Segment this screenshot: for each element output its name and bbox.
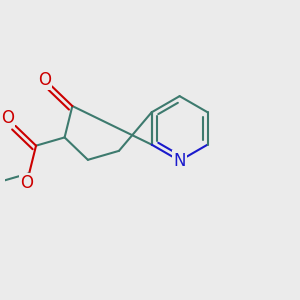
Text: O: O <box>1 110 14 128</box>
Text: O: O <box>38 70 51 88</box>
Text: O: O <box>20 174 33 192</box>
Text: N: N <box>173 152 186 170</box>
